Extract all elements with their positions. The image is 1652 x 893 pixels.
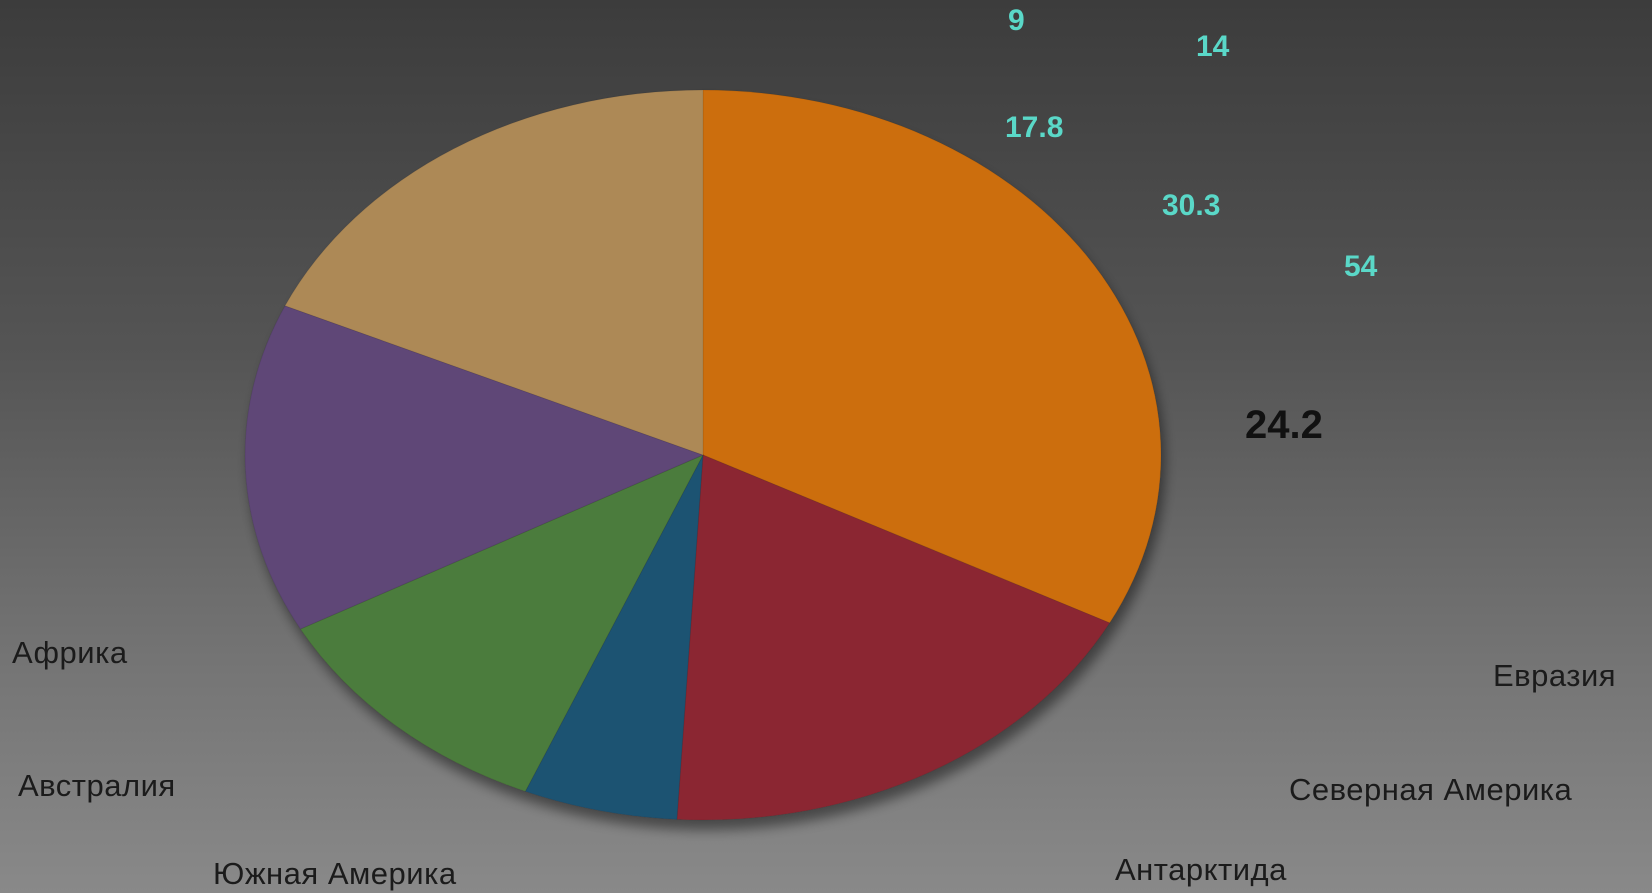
pie-slice-6 <box>284 89 704 456</box>
category-label-north-america: Северная Америка <box>1289 772 1573 807</box>
pie-slice-3 <box>524 454 704 820</box>
value-label-24-2: 24.2 <box>1245 403 1323 447</box>
pie-slice-4 <box>299 453 705 793</box>
category-label-africa: Африка <box>12 635 128 670</box>
value-label-9: 9 <box>1008 4 1025 37</box>
pie-slice-2 <box>676 454 1111 821</box>
value-label-30-3: 30.3 <box>1162 189 1221 222</box>
value-label-17-8: 17.8 <box>1005 111 1064 144</box>
value-label-54: 54 <box>1344 250 1378 283</box>
category-label-south-america: Южная Америка <box>213 856 457 891</box>
category-label-australia: Австралия <box>18 768 176 803</box>
category-label-antarctica: Антарктида <box>1115 852 1287 887</box>
pie-slices <box>244 89 1162 821</box>
category-label-eurasia: Евразия <box>1493 658 1617 693</box>
pie-slice-5 <box>244 305 705 630</box>
pie-slice-1 <box>702 89 1162 624</box>
value-label-14: 14 <box>1196 30 1230 63</box>
